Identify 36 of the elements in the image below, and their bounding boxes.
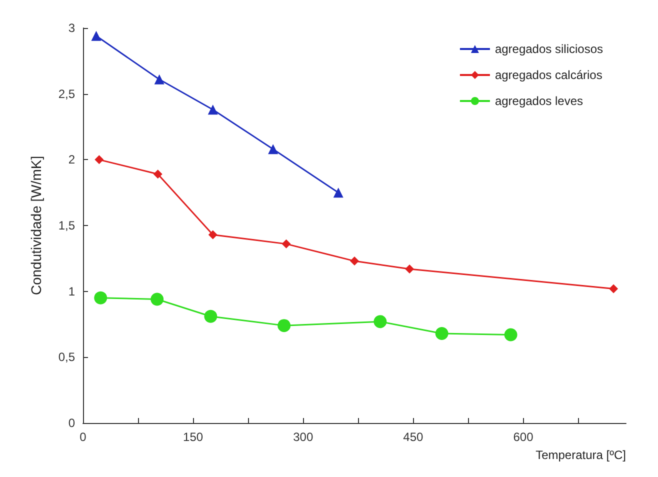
point [405, 264, 414, 274]
point [374, 315, 387, 328]
x-tick-label: 0 [80, 430, 87, 444]
point [350, 256, 359, 266]
y-tick-label: 2,5 [58, 86, 76, 101]
y-tick-label: 3 [68, 21, 76, 35]
x-tick-label: 300 [293, 430, 314, 444]
point [94, 291, 108, 304]
legend-label: agregados calcários [494, 68, 602, 82]
x-tick-label: 450 [403, 430, 424, 444]
point [435, 326, 448, 340]
y-axis-title: Condutividade [W/mK] [28, 156, 44, 296]
point [208, 104, 218, 115]
y-tick-label: 1 [68, 284, 76, 298]
legend-label: agregados siliciosos [494, 42, 604, 56]
point [282, 239, 291, 248]
point [153, 170, 162, 179]
point [609, 284, 618, 294]
y-tick-label: 1,5 [58, 218, 76, 232]
y-tick-label: 0 [68, 416, 76, 430]
point [504, 328, 518, 342]
point [268, 144, 278, 154]
point [91, 30, 102, 41]
x-tick-label: 150 [183, 430, 204, 444]
y-tick-label: 0,5 [58, 350, 76, 364]
point [333, 188, 344, 198]
x-axis-title: Temperatura [ºC] [536, 448, 626, 462]
legend-label: agregados leves [494, 94, 584, 108]
point [94, 155, 104, 164]
x-tick-label: 600 [513, 430, 534, 444]
point [208, 230, 218, 240]
y-tick-label: 2 [68, 152, 76, 167]
point [278, 319, 291, 332]
point [204, 310, 218, 323]
point [150, 292, 164, 306]
point [154, 74, 164, 84]
